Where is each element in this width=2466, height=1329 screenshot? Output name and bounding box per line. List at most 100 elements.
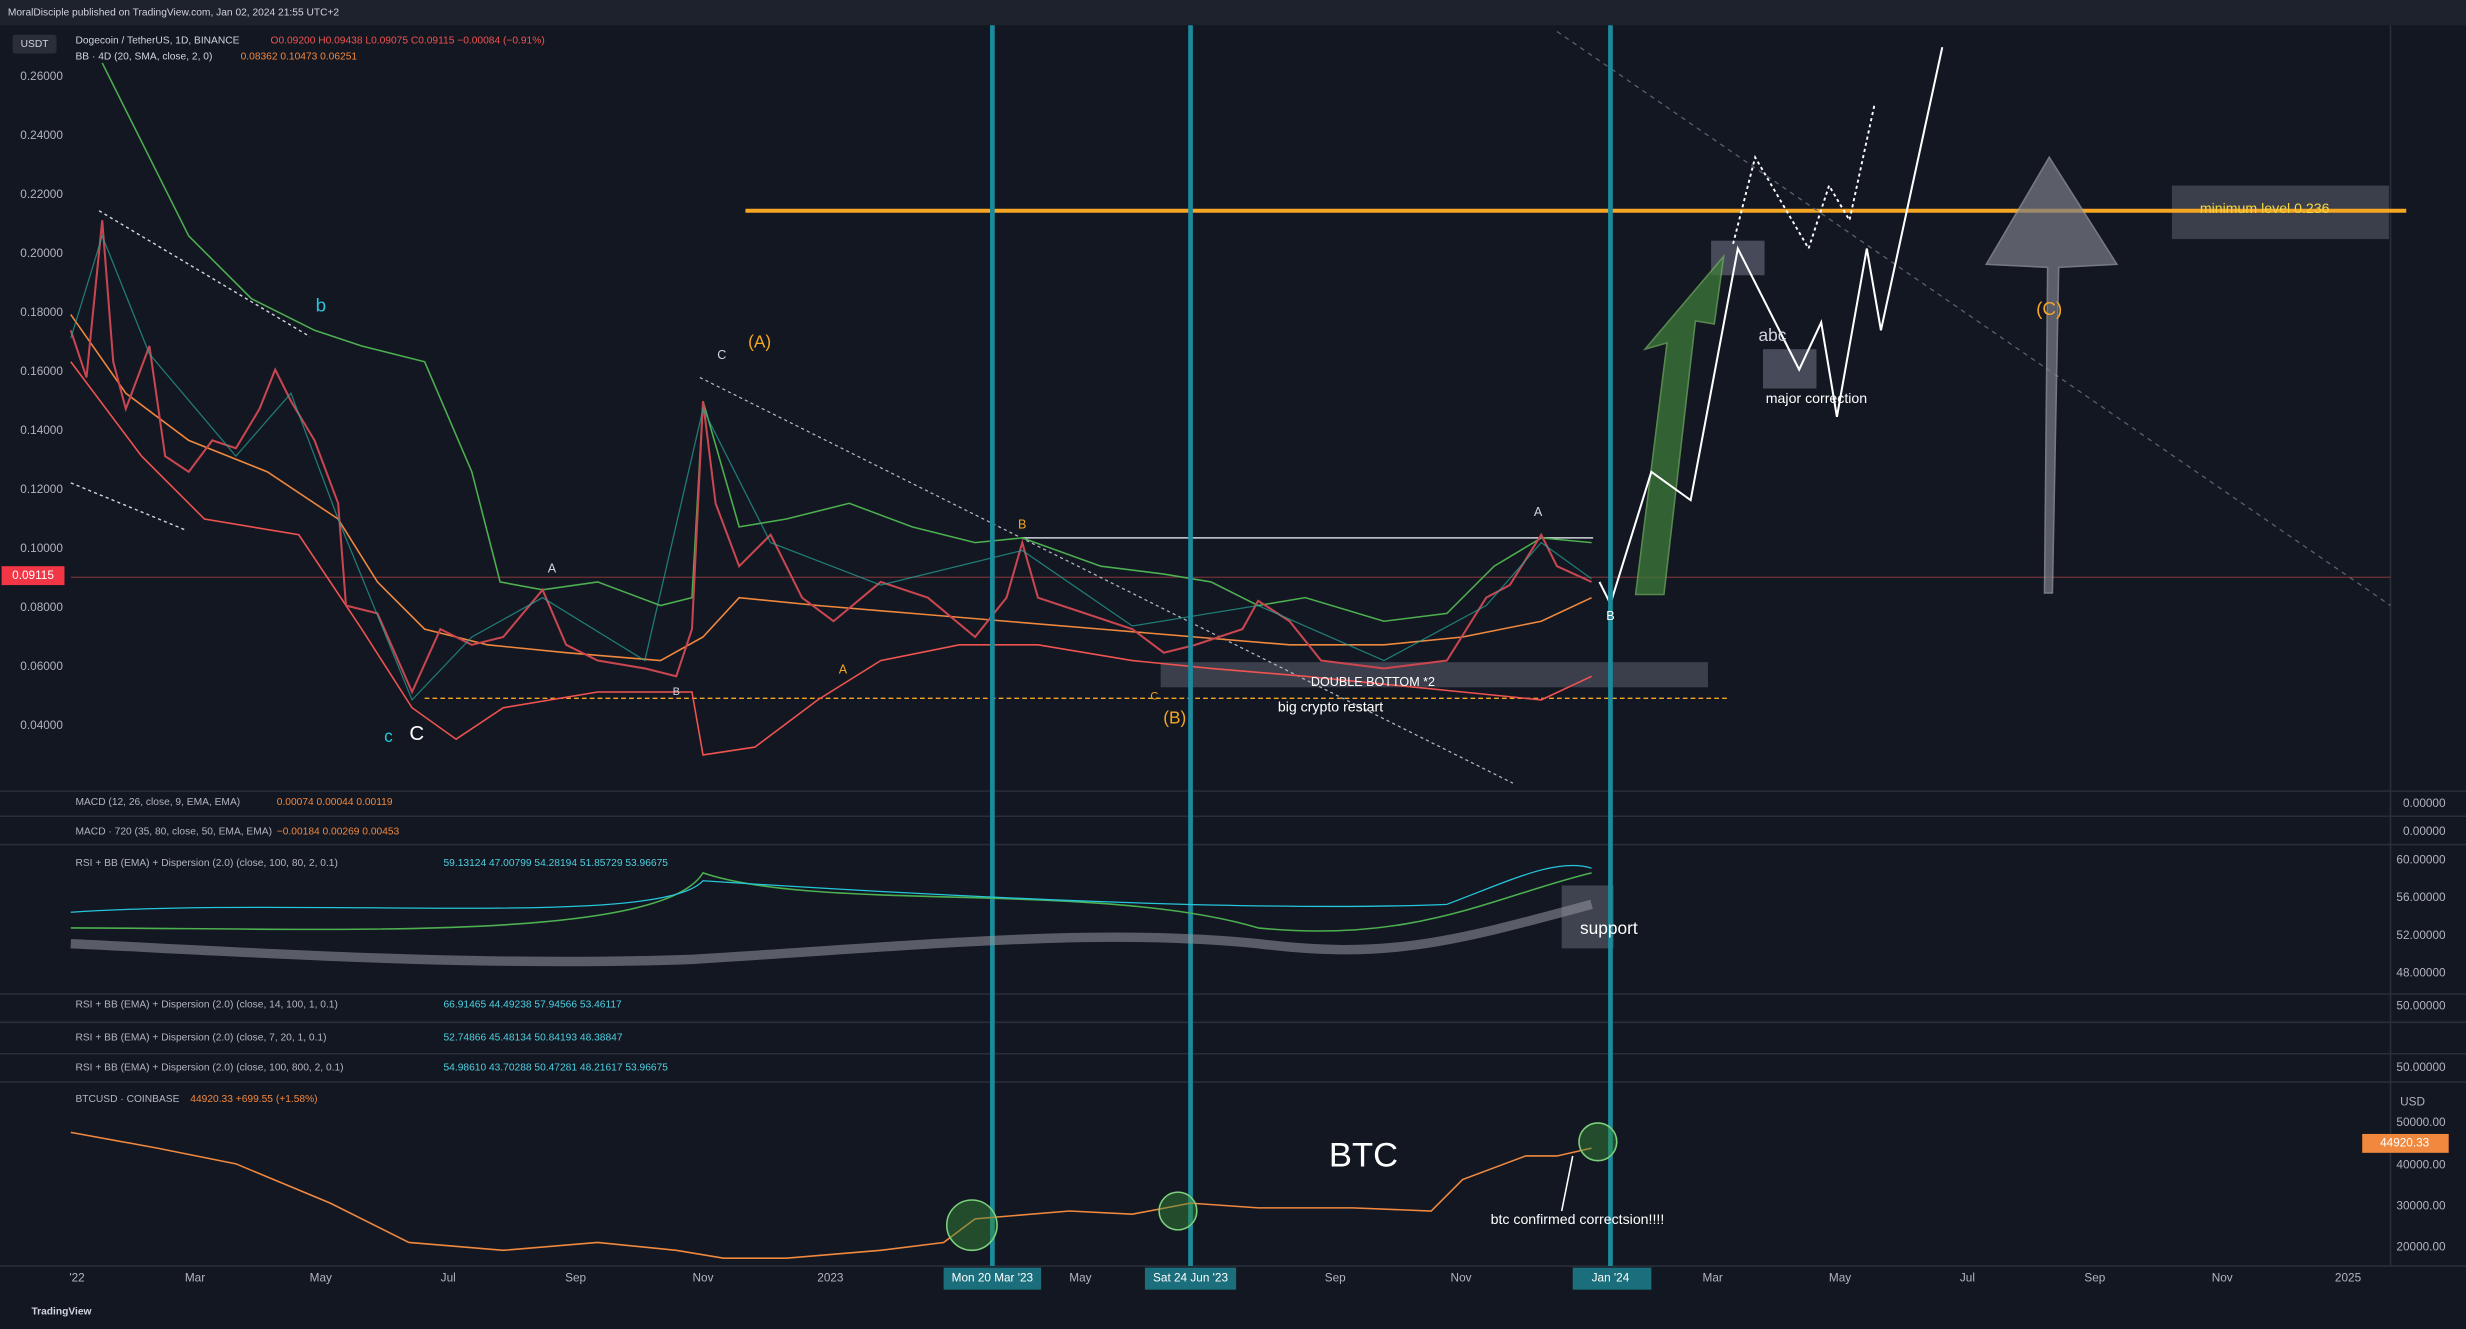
marker-box	[1144, 1267, 1237, 1290]
btc-price	[70, 1131, 1592, 1259]
indicator-values: 59.13124 47.00799 54.28194 51.85729 53.9…	[444, 858, 669, 869]
indicator-tick: 56.00000	[2396, 891, 2446, 904]
time-tick: Sep	[2084, 1272, 2105, 1285]
annotation: DOUBLE BOTTOM *2	[1311, 675, 1435, 689]
marker-box	[943, 1267, 1042, 1290]
last-price: 0.09115	[12, 569, 54, 582]
price-tick: 0.24000	[20, 129, 63, 142]
time-tick: '22	[69, 1272, 84, 1285]
annotation: major correction	[1766, 390, 1867, 406]
btc-tick: 50000.00	[2396, 1116, 2446, 1129]
time-tick: Jul	[441, 1272, 456, 1285]
marker-box	[1572, 1267, 1652, 1290]
time-tick: Mar	[185, 1272, 205, 1285]
time-tick: Nov	[1451, 1272, 1472, 1285]
time-tick: 2025	[2335, 1272, 2362, 1285]
annotation: c	[384, 726, 393, 746]
price-tick: 0.04000	[20, 719, 63, 732]
indicator-tick: 50.00000	[2396, 1000, 2446, 1013]
annotation: btc confirmed correctsion!!!!	[1491, 1211, 1665, 1227]
indicator-values: 52.74866 45.48134 50.84193 48.38847	[444, 1033, 623, 1044]
btc-arrow	[1560, 1155, 1574, 1212]
currency: USDT	[21, 39, 49, 50]
time-marker: Mon 20 Mar '23	[952, 1272, 1034, 1285]
time-tick: Nov	[2212, 1272, 2233, 1285]
bb-lower	[70, 361, 1592, 756]
indicator-values: 54.98610 43.70288 50.47281 48.21617 53.9…	[444, 1063, 669, 1074]
price-tick: 0.26000	[20, 70, 63, 83]
annotation: support	[1580, 918, 1638, 938]
white-path	[1598, 46, 1944, 607]
annotation: big crypto restart	[1278, 698, 1383, 714]
btc-last: 44920.33	[2380, 1136, 2430, 1149]
price-tick: 0.12000	[20, 483, 63, 496]
indicator-values: −0.00184 0.00269 0.00453	[277, 827, 400, 838]
annotation: (B)	[1163, 707, 1186, 727]
annotation: C	[717, 348, 726, 362]
price-tick: 0.18000	[20, 306, 63, 319]
indicator-tick: 0.00000	[2403, 797, 2446, 810]
last-price-tag	[1, 566, 65, 586]
price-tick: 0.08000	[20, 601, 63, 614]
btc-quote: 44920.33 +699.55 (+1.58%)	[190, 1094, 317, 1105]
time-tick: 2023	[817, 1272, 844, 1285]
annotation: b	[316, 295, 327, 316]
time-tick: May	[310, 1272, 332, 1285]
rsi-band	[70, 899, 1593, 967]
indicator-tick: 52.00000	[2396, 929, 2446, 942]
indicator-values: 0.00074 0.00044 0.00119	[277, 797, 393, 808]
wedge-line	[70, 482, 186, 531]
bb-basis	[70, 314, 1592, 662]
top-bar	[0, 0, 2466, 26]
indicator-label: RSI + BB (EMA) + Dispersion (2.0) (close…	[75, 1063, 343, 1074]
time-marker: Jan '24	[1592, 1272, 1630, 1285]
indicator-label: RSI + BB (EMA) + Dispersion (2.0) (close…	[75, 858, 337, 869]
indicator-label: MACD (12, 26, close, 9, EMA, EMA)	[75, 797, 240, 808]
annotation: A	[548, 562, 557, 576]
annotation: A	[839, 662, 848, 676]
footer: TradingView	[31, 1306, 91, 1317]
btc-circles	[945, 1122, 1618, 1252]
publisher: MoralDisciple published on TradingView.c…	[8, 7, 340, 18]
time-tick: Sep	[1325, 1272, 1346, 1285]
btc-currency: USD	[2400, 1096, 2425, 1109]
time-marker: Sat 24 Jun '23	[1153, 1272, 1228, 1285]
indicator-label: RSI + BB (EMA) + Dispersion (2.0) (close…	[75, 1000, 337, 1011]
annotation: C	[409, 722, 424, 745]
symbol: Dogecoin / TetherUS, 1D, BINANCE	[75, 36, 239, 47]
double-bottom-zone	[1160, 662, 1708, 688]
pane-separators	[0, 25, 2466, 1267]
rsi	[70, 871, 1592, 932]
annotation: BTC	[1329, 1137, 1398, 1175]
btc-tick: 40000.00	[2396, 1159, 2446, 1172]
price-tick: 0.14000	[20, 424, 63, 437]
green-arrow	[1634, 253, 1725, 596]
annotation: B	[673, 686, 680, 698]
indicator-tick: 50.00000	[2396, 1061, 2446, 1074]
btc-last-tag	[2362, 1133, 2449, 1153]
rsi-upper	[70, 864, 1592, 913]
price-tick: 0.20000	[20, 247, 63, 260]
time-tick: May	[1069, 1272, 1091, 1285]
time-tick: Jul	[1960, 1272, 1975, 1285]
bb-label: BB · 4D (20, SMA, close, 2, 0)	[75, 51, 212, 62]
bb-values: 0.08362 0.10473 0.06251	[241, 51, 358, 62]
btc-label: BTCUSD · COINBASE	[75, 1094, 179, 1105]
dotted-path	[1732, 103, 1876, 251]
price	[69, 220, 1592, 695]
annotation: (A)	[748, 331, 771, 351]
footer-bar	[0, 1299, 2466, 1329]
time-tick: Sep	[565, 1272, 586, 1285]
annotation: B	[1018, 518, 1026, 532]
indicator-tick: 48.00000	[2396, 967, 2446, 980]
annotation: C	[1150, 691, 1158, 703]
annotation: A	[1534, 505, 1543, 519]
btc-tick: 30000.00	[2396, 1199, 2446, 1212]
abc-box	[1763, 349, 1817, 389]
support-box	[1561, 885, 1614, 949]
grey-arrow	[1984, 155, 2119, 594]
annotation: B	[1606, 609, 1614, 623]
time-tick: May	[1829, 1272, 1851, 1285]
price-tick: 0.10000	[20, 542, 63, 555]
